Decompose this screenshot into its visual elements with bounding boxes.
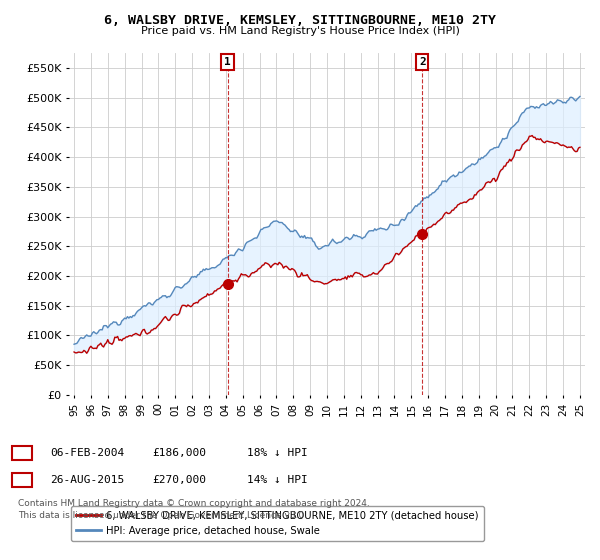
Text: 14% ↓ HPI: 14% ↓ HPI: [247, 475, 308, 485]
Text: £270,000: £270,000: [152, 475, 206, 485]
Legend: 6, WALSBY DRIVE, KEMSLEY, SITTINGBOURNE, ME10 2TY (detached house), HPI: Average: 6, WALSBY DRIVE, KEMSLEY, SITTINGBOURNE,…: [71, 506, 484, 541]
Bar: [12, 446, 32, 460]
Text: 26-AUG-2015: 26-AUG-2015: [50, 475, 124, 485]
Text: 2: 2: [419, 57, 425, 67]
Text: Price paid vs. HM Land Registry's House Price Index (HPI): Price paid vs. HM Land Registry's House …: [140, 26, 460, 36]
Text: £186,000: £186,000: [152, 448, 206, 458]
Text: 1: 1: [224, 57, 231, 67]
Text: This data is licensed under the Open Government Licence v3.0.: This data is licensed under the Open Gov…: [18, 511, 307, 520]
Text: 6, WALSBY DRIVE, KEMSLEY, SITTINGBOURNE, ME10 2TY: 6, WALSBY DRIVE, KEMSLEY, SITTINGBOURNE,…: [104, 14, 496, 27]
Text: 06-FEB-2004: 06-FEB-2004: [50, 448, 124, 458]
Text: 2: 2: [19, 475, 25, 485]
Bar: [12, 473, 32, 487]
Text: 18% ↓ HPI: 18% ↓ HPI: [247, 448, 308, 458]
Text: Contains HM Land Registry data © Crown copyright and database right 2024.: Contains HM Land Registry data © Crown c…: [18, 498, 370, 507]
Text: 1: 1: [19, 448, 25, 458]
